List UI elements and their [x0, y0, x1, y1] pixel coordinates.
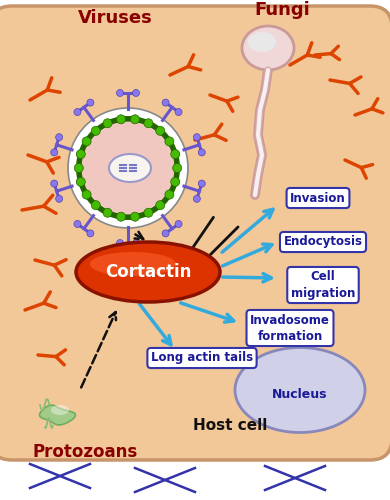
Circle shape — [76, 178, 85, 186]
Text: Fungi: Fungi — [254, 1, 310, 19]
Circle shape — [74, 108, 81, 116]
Polygon shape — [39, 405, 76, 425]
Circle shape — [198, 149, 205, 156]
Circle shape — [68, 108, 188, 228]
Circle shape — [117, 90, 124, 96]
Circle shape — [162, 99, 169, 106]
Ellipse shape — [51, 405, 69, 415]
Text: Viruses: Viruses — [78, 9, 152, 27]
Circle shape — [133, 90, 140, 96]
Circle shape — [193, 134, 200, 140]
Circle shape — [56, 196, 63, 202]
Circle shape — [144, 208, 153, 218]
Text: Invadosome
formation: Invadosome formation — [250, 314, 330, 342]
Circle shape — [103, 118, 112, 128]
Text: Protozoans: Protozoans — [32, 443, 137, 461]
Circle shape — [144, 118, 153, 128]
Circle shape — [165, 137, 174, 146]
Circle shape — [51, 149, 58, 156]
Text: Invasion: Invasion — [290, 192, 346, 204]
Circle shape — [76, 150, 85, 158]
Text: Host cell: Host cell — [193, 418, 267, 432]
Circle shape — [175, 220, 182, 228]
Circle shape — [117, 115, 126, 124]
Circle shape — [82, 190, 91, 199]
Text: Long actin tails: Long actin tails — [151, 352, 253, 364]
Ellipse shape — [76, 242, 220, 302]
Text: Endocytosis: Endocytosis — [284, 236, 362, 248]
Circle shape — [156, 126, 165, 136]
Circle shape — [82, 137, 91, 146]
Circle shape — [131, 115, 140, 124]
Circle shape — [193, 196, 200, 202]
Circle shape — [87, 99, 94, 106]
Circle shape — [173, 164, 182, 172]
Circle shape — [103, 208, 112, 218]
Circle shape — [171, 150, 180, 158]
Ellipse shape — [248, 32, 276, 52]
Circle shape — [165, 190, 174, 199]
Circle shape — [131, 212, 140, 221]
Circle shape — [91, 126, 100, 136]
Ellipse shape — [242, 26, 294, 70]
Circle shape — [175, 108, 182, 116]
FancyBboxPatch shape — [0, 6, 390, 460]
Circle shape — [56, 134, 63, 140]
Text: Cortactin: Cortactin — [105, 263, 191, 281]
Circle shape — [117, 212, 126, 221]
Circle shape — [74, 164, 83, 172]
Circle shape — [91, 200, 100, 209]
Circle shape — [117, 240, 124, 246]
Circle shape — [198, 180, 205, 187]
Circle shape — [87, 230, 94, 237]
Circle shape — [51, 180, 58, 187]
Circle shape — [133, 240, 140, 246]
Ellipse shape — [109, 154, 151, 182]
Circle shape — [171, 178, 180, 186]
Circle shape — [79, 119, 177, 217]
Ellipse shape — [235, 348, 365, 432]
Text: Cell
migration: Cell migration — [291, 270, 355, 300]
Text: Nucleus: Nucleus — [272, 388, 328, 402]
Ellipse shape — [90, 252, 176, 276]
Circle shape — [162, 230, 169, 237]
Circle shape — [156, 200, 165, 209]
Circle shape — [74, 220, 81, 228]
